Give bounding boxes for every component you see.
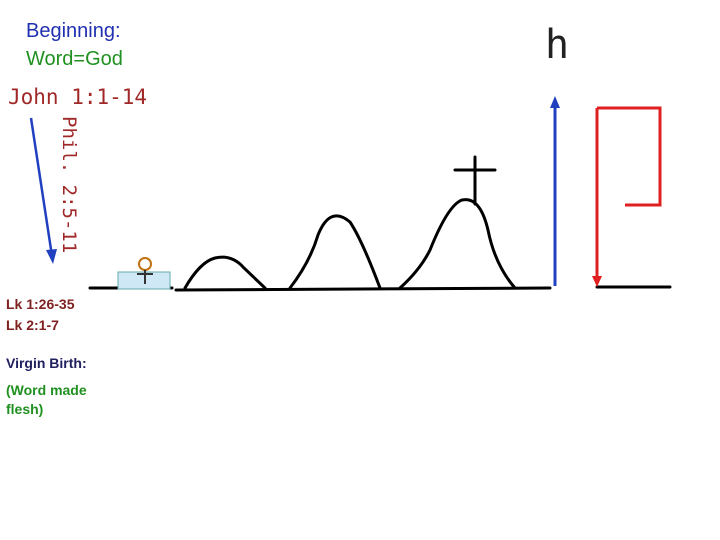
figure-head [138, 257, 152, 271]
reference: John 1:1-14 [8, 85, 148, 109]
note: Lk 1:26-35 [6, 296, 75, 312]
note: Lk 2:1-7 [6, 317, 59, 333]
side-reference: Phil. 2:5-11 [58, 116, 80, 254]
arrowhead [592, 276, 602, 287]
hill-3 [398, 198, 517, 290]
note-text: (Word made flesh) [6, 382, 87, 417]
heading-line: Beginning: [26, 20, 121, 42]
note: (Word made flesh) [6, 381, 116, 419]
hill-2 [288, 214, 382, 290]
note: Virgin Birth: [6, 355, 87, 371]
descent-arrow [29, 117, 54, 257]
p-bowl [597, 106, 662, 207]
arrowhead [46, 249, 57, 264]
ground [88, 155, 672, 292]
letter: h [545, 22, 570, 68]
arrowhead [550, 96, 560, 108]
heading-line: Word=God [26, 48, 123, 70]
hill-1 [183, 255, 267, 290]
